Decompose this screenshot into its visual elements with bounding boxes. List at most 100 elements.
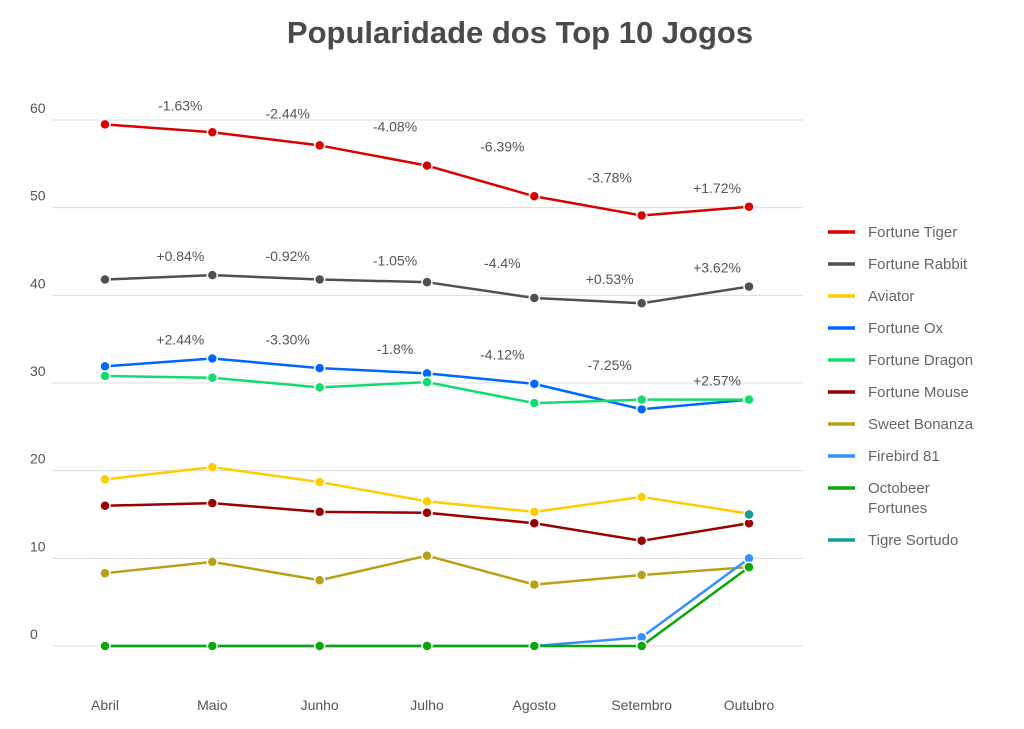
legend-label: Fortunes [868,500,927,517]
change-label: -7.25% [587,357,631,373]
change-label: +2.57% [693,373,741,389]
data-point [313,139,326,152]
data-point [743,280,755,293]
change-label: -4.4% [484,255,521,271]
x-tick-label: Agosto [513,697,557,713]
x-tick-label: Outubro [724,697,775,713]
y-tick-label: 50 [30,188,46,204]
legend-item: Tigre Sortudo [828,532,958,549]
legend-label: Fortune Rabbit [868,256,968,273]
data-point [99,499,111,512]
series-octobeer-fortunes [99,561,755,652]
data-point [313,506,326,518]
data-point [743,508,755,521]
legend-label: Firebird 81 [868,448,940,465]
chart-title: Popularidade dos Top 10 Jogos [287,15,753,50]
legend-item: Octobeer Fortunes [828,480,930,517]
legend-item: Fortune Rabbit [828,256,968,273]
change-label: +3.62% [693,260,741,276]
data-point [99,567,111,579]
data-point [99,273,111,286]
series-sweet-bonanza [99,549,755,591]
change-label: -2.44% [265,105,309,121]
data-point [528,640,541,652]
legend-label: Sweet Bonanza [868,416,974,433]
legend-label: Octobeer [868,480,930,497]
data-point [313,640,326,652]
series-line [105,557,750,648]
data-point [635,393,648,406]
data-point [206,461,219,473]
x-tick-label: Abril [91,697,119,713]
change-label: -0.92% [265,248,309,264]
change-label: +0.53% [586,271,634,287]
x-tick-label: Maio [197,697,228,713]
data-point [313,273,326,286]
y-tick-label: 10 [30,538,46,554]
x-tick-label: Setembro [611,697,672,713]
legend-item: Fortune Ox [828,320,944,337]
data-point [635,569,648,581]
change-label: -1.05% [373,253,417,269]
series-aviator [99,461,755,520]
data-point [421,640,433,652]
data-point [206,269,219,281]
data-point [206,371,219,384]
y-tick-label: 60 [30,100,46,116]
data-point [99,118,111,131]
data-point [635,297,648,309]
data-point [743,201,755,213]
data-point [528,378,541,390]
legend: Fortune Tiger Fortune Rabbit Aviator Fortun… [828,224,974,549]
series-fortune-mouse [99,497,755,547]
data-point [206,497,219,509]
series-line [105,566,750,648]
series-fortune-rabbit [99,269,755,309]
data-point [528,397,541,409]
data-point [206,126,219,139]
change-label: -1.63% [158,97,202,113]
data-point [421,506,433,519]
legend-label: Fortune Tiger [868,224,957,241]
legend-item: Aviator [828,288,914,305]
data-point [99,473,111,486]
data-point [99,360,111,373]
data-point [421,549,433,562]
legend-label: Fortune Dragon [868,352,973,369]
change-label: -3.30% [265,331,309,347]
x-axis: Abril Maio Junho Julho Agosto Setembro Outubro [91,697,775,713]
legend-item: Sweet Bonanza [828,416,974,433]
data-point [421,159,433,172]
y-axis: 0 10 20 30 40 50 60 [30,100,46,642]
y-tick-label: 30 [30,363,46,379]
data-point [635,640,648,652]
data-point [635,535,648,547]
annotations: -1.63% -2.44% -4.08% -6.39% -3.78% +1.72% +0.8… [156,97,741,388]
data-point [206,640,219,652]
data-point [313,362,326,374]
data-point [313,574,326,586]
legend-label: Aviator [868,288,914,305]
data-point [635,209,648,222]
change-label: -1.8% [377,341,414,357]
change-label: -6.39% [480,139,524,155]
change-label: +1.72% [693,180,741,196]
data-point [99,370,111,382]
data-point [528,517,541,530]
series-tigre-sortudo [743,508,755,521]
data-point [313,476,326,488]
data-point [528,578,541,591]
change-label: +2.44% [156,331,204,347]
legend-label: Tigre Sortudo [868,532,958,549]
data-point [421,495,433,508]
x-tick-label: Junho [301,697,339,713]
legend-item: Firebird 81 [828,448,940,465]
data-point [421,276,433,288]
legend-label: Fortune Ox [868,320,944,337]
data-point [99,640,111,652]
y-tick-label: 20 [30,451,46,467]
legend-label: Fortune Mouse [868,384,969,401]
legend-item: Fortune Mouse [828,384,969,401]
y-tick-label: 40 [30,275,46,291]
